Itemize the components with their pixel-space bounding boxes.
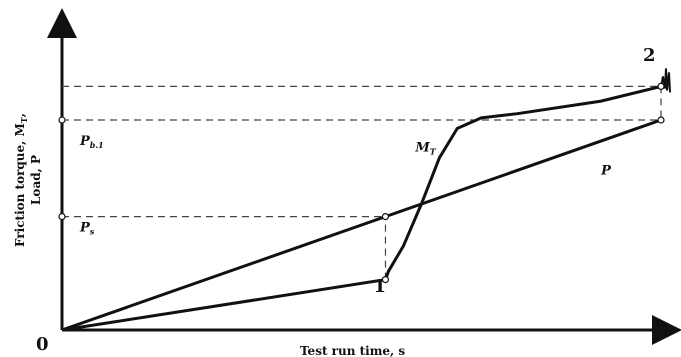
series-line-MT: [61, 84, 662, 332]
yaxis-marker-pb1: [58, 116, 66, 124]
y-axis-title-sub: T: [19, 117, 29, 123]
spike-mark: [660, 68, 671, 93]
marked-points: [381, 82, 665, 284]
marked-point-2-lower: [657, 116, 665, 124]
marked-point-1: [381, 276, 390, 284]
series-label-P: P: [600, 164, 612, 179]
yaxis-marker-ps: [58, 213, 66, 221]
series-label-MT: MT: [414, 141, 436, 157]
y-axis-title-line1: Friction torque, M: [13, 123, 27, 247]
marked-point-1-upper: [381, 213, 390, 221]
point-label-1: 1: [373, 276, 386, 297]
series-line-P: [61, 118, 662, 332]
marked-point-2: [657, 82, 665, 91]
reference-lines: [62, 85, 662, 280]
level-label-ps: Ps: [79, 220, 95, 236]
x-axis-title: Test run time, s: [300, 344, 405, 357]
origin-label: 0: [36, 334, 49, 355]
level-label-pb1: Pb.1: [79, 134, 104, 150]
point-label-2: 2: [643, 45, 656, 66]
y-axis-title-2: Load, P: [29, 155, 43, 205]
y-axis-title: Friction torque, MT,: [13, 113, 29, 247]
